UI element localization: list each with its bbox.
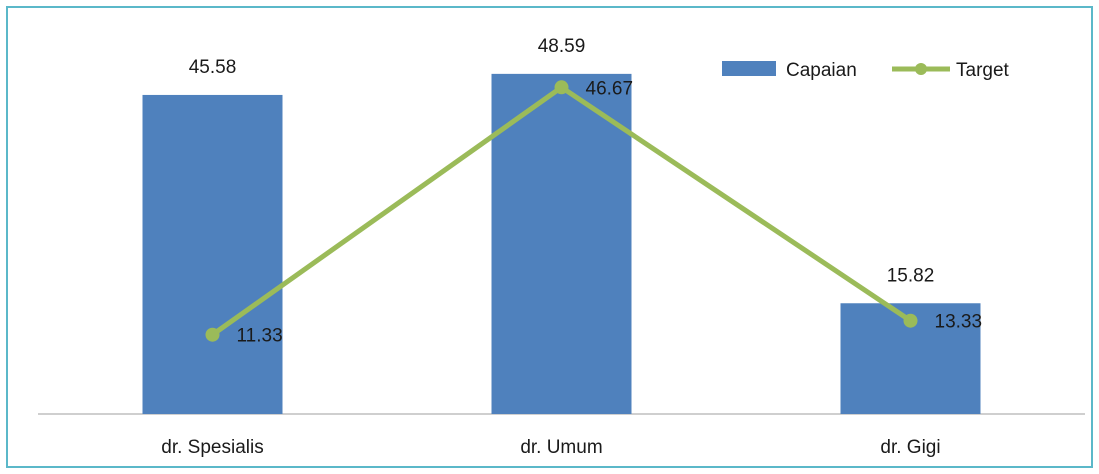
bar-label-capaian-2: 15.82 <box>887 265 935 286</box>
target-label-2: 13.33 <box>935 312 983 333</box>
bar-label-capaian-0: 45.58 <box>189 57 237 78</box>
legend-swatch-capaian <box>722 61 776 76</box>
target-point-2 <box>903 313 918 328</box>
x-tick-label-2: dr. Gigi <box>880 437 940 458</box>
x-tick-label-1: dr. Umum <box>520 437 602 458</box>
bar-capaian-1 <box>491 73 632 415</box>
target-point-0 <box>205 327 220 342</box>
x-tick-label-0: dr. Spesialis <box>161 437 263 458</box>
target-label-1: 46.67 <box>586 78 634 99</box>
bar-label-capaian-1: 48.59 <box>538 36 586 57</box>
legend-label-capaian: Capaian <box>786 60 857 81</box>
legend-swatch-target-marker <box>915 63 927 75</box>
legend: Capaian Target <box>722 60 1010 81</box>
target-label-0: 11.33 <box>237 326 283 347</box>
legend-label-target: Target <box>956 60 1010 81</box>
bar-capaian-0 <box>142 94 283 414</box>
target-point-1 <box>554 80 569 95</box>
